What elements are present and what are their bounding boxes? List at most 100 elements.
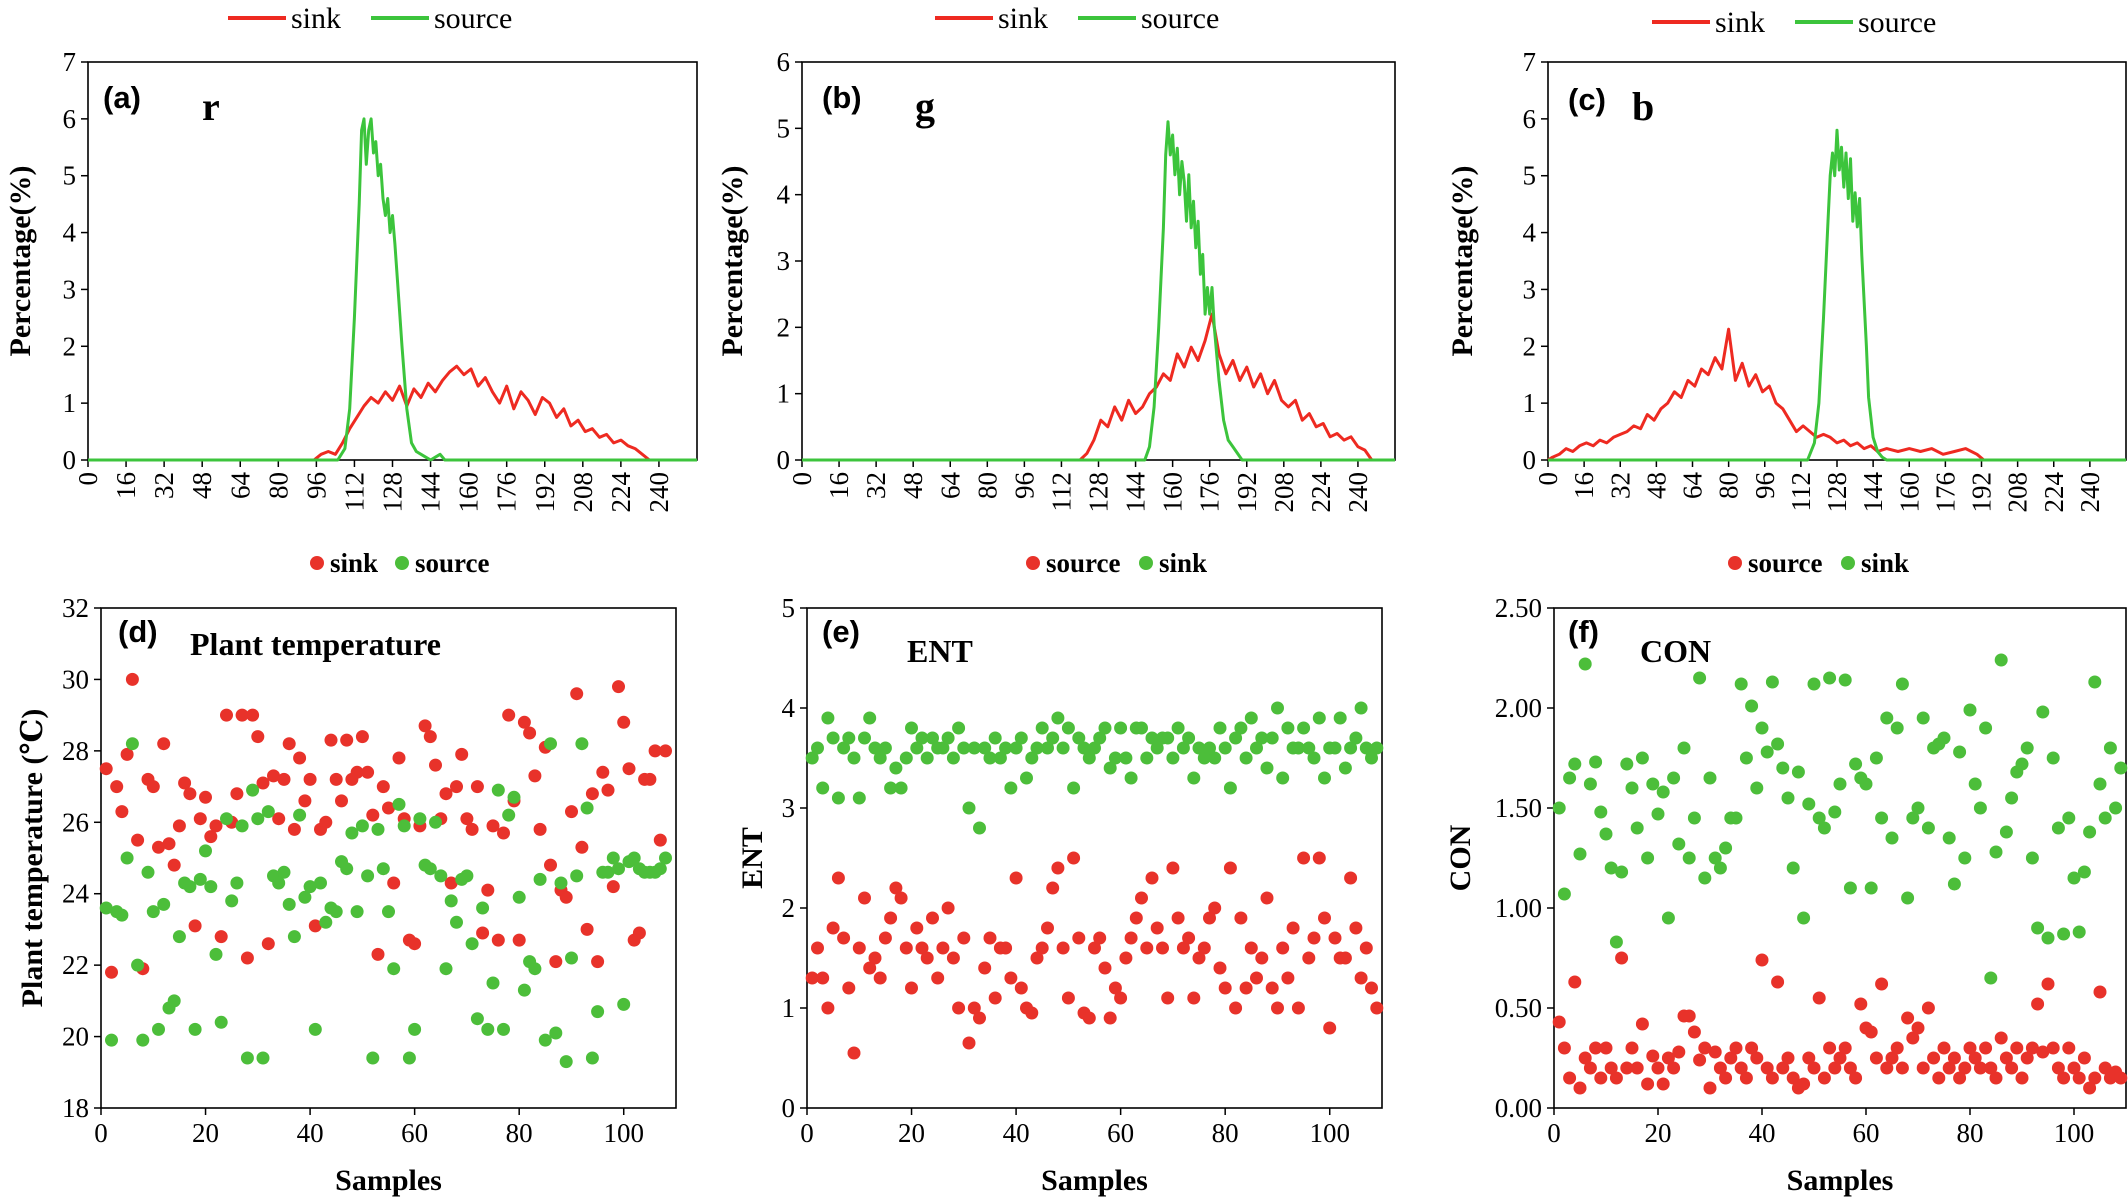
scatter-point-sink xyxy=(1297,721,1311,735)
y-tick-label: 3 xyxy=(782,793,796,823)
scatter-point-source xyxy=(659,851,672,865)
scatter-point-source xyxy=(1594,1071,1608,1085)
scatter-point-sink xyxy=(178,776,192,790)
scatter-point-sink xyxy=(1869,751,1883,765)
scatter-point-sink xyxy=(1807,677,1821,691)
scatter-point-sink xyxy=(863,711,877,725)
scatter-point-source xyxy=(371,822,385,836)
scatter-point-source xyxy=(2062,1041,2076,1055)
scatter-point-sink xyxy=(1255,731,1269,745)
scatter-point-sink xyxy=(2005,791,2019,805)
y-tick-label: 18 xyxy=(62,1093,89,1123)
scatter-point-source xyxy=(1906,1031,1920,1045)
scatter-point-source xyxy=(517,983,531,997)
scatter-point-source xyxy=(1051,861,1065,875)
scatter-point-sink xyxy=(596,765,610,779)
scatter-point-sink xyxy=(653,833,667,847)
scatter-point-sink xyxy=(1161,731,1175,745)
scatter-point-source xyxy=(1166,861,1180,875)
scatter-point-source xyxy=(1203,911,1216,925)
y-axis-label: Percentage(%) xyxy=(4,165,37,356)
x-tick-label: 80 xyxy=(972,472,1002,499)
scatter-point-sink xyxy=(1646,777,1660,791)
scatter-point-source xyxy=(1765,1071,1779,1085)
scatter-point-source xyxy=(1082,1011,1096,1025)
scatter-point-source xyxy=(1124,931,1138,945)
scatter-point-source xyxy=(1672,1045,1686,1059)
scatter-point-source xyxy=(1739,1071,1753,1085)
y-axis-label: ENT xyxy=(736,827,769,889)
scatter-point-source xyxy=(1171,911,1185,925)
scatter-point-sink xyxy=(497,826,510,840)
y-tick-label: 7 xyxy=(63,47,77,77)
scatter-point-sink xyxy=(1051,711,1065,725)
legend: source sink xyxy=(1728,548,1909,578)
scatter-point-sink xyxy=(199,790,212,804)
scatter-point-sink xyxy=(811,741,824,755)
scatter-point-sink xyxy=(470,780,484,794)
scatter-point-source xyxy=(978,961,992,975)
y-tick-label: 2 xyxy=(782,893,796,923)
scatter-point-source xyxy=(1046,881,1060,895)
scatter-point-sink xyxy=(272,812,286,826)
scatter-point-sink xyxy=(460,812,474,826)
scatter-point-source xyxy=(361,869,375,883)
x-tick-label: 160 xyxy=(1894,472,1924,513)
scatter-point-source xyxy=(612,862,625,876)
scatter-point-source xyxy=(1703,1081,1717,1095)
scatter-point-sink xyxy=(1698,871,1712,885)
scatter-point-sink xyxy=(1885,831,1899,845)
scatter-point-source xyxy=(1651,1061,1665,1075)
scatter-point-sink xyxy=(387,876,401,890)
x-tick-label: 16 xyxy=(111,472,141,499)
scatter-point-sink xyxy=(946,751,960,765)
x-tick-label: 80 xyxy=(1957,1118,1984,1148)
scatter-point-source xyxy=(1135,891,1148,905)
scatter-point-source xyxy=(1687,1025,1701,1039)
scatter-point-source xyxy=(345,826,359,840)
scatter-point-sink xyxy=(444,876,458,890)
plot-frame xyxy=(806,607,1383,1109)
x-tick-label: 176 xyxy=(1195,472,1225,513)
scatter-point-sink xyxy=(125,672,139,686)
scatter-point-source xyxy=(999,941,1013,955)
scatter-point-source xyxy=(1989,1071,2003,1085)
scatter-point-source xyxy=(983,931,997,945)
y-tick-label: 2.50 xyxy=(1495,593,1542,623)
scatter-point-sink xyxy=(1354,701,1368,715)
scatter-point-sink xyxy=(889,761,903,775)
scatter-point-source xyxy=(2057,1071,2071,1085)
scatter-point-source xyxy=(1338,951,1352,965)
scatter-point-sink xyxy=(2103,741,2117,755)
series-line-source xyxy=(88,117,697,462)
panel-tag: (a) xyxy=(103,80,141,115)
scatter-point-sink xyxy=(1203,741,1216,755)
scatter-point-sink xyxy=(2067,871,2081,885)
scatter-point-source xyxy=(946,951,960,965)
panel-tag: (d) xyxy=(118,614,158,649)
scatter-point-sink xyxy=(355,730,369,744)
scatter-point-source xyxy=(837,931,851,945)
x-tick-label: 128 xyxy=(1084,472,1114,513)
scatter-point-source xyxy=(1916,1061,1930,1075)
scatter-point-source xyxy=(2015,1071,2029,1085)
scatter-point-sink xyxy=(1004,781,1018,795)
scatter-point-sink xyxy=(465,822,479,836)
scatter-point-source xyxy=(1646,1049,1660,1063)
scatter-point-source xyxy=(392,797,406,811)
scatter-point-sink xyxy=(852,791,866,805)
scatter-point-source xyxy=(225,894,239,908)
scatter-point-sink xyxy=(193,812,207,826)
x-tick-label: 160 xyxy=(1158,472,1188,513)
scatter-point-source xyxy=(408,1022,422,1036)
scatter-point-source xyxy=(465,937,479,951)
scatter-point-source xyxy=(136,1033,150,1047)
scatter-point-sink xyxy=(167,858,181,872)
scatter-point-source xyxy=(1145,871,1159,885)
scatter-point-source xyxy=(1984,1061,1998,1075)
legend-label-source: source xyxy=(1046,548,1121,578)
chart-panel-d: sink source 18 20 22 24 26 28 30 32 0 20 40 60 80 100 Pl… xyxy=(16,548,677,1197)
scatter-point-sink xyxy=(1911,801,1925,815)
scatter-point-source xyxy=(1802,1051,1816,1065)
legend-label-source: source xyxy=(434,2,512,35)
